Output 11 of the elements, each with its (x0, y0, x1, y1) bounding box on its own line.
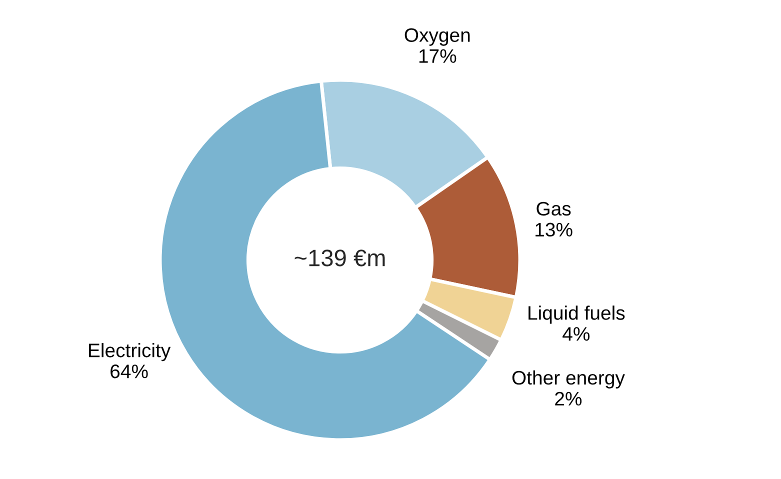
slice-label: Gas (536, 202, 571, 216)
data-label: 2% (555, 392, 582, 406)
slice-label: Liquid fuels (528, 306, 625, 324)
data-label: 64% (110, 364, 148, 378)
slice-label: Other energy (512, 370, 625, 389)
data-label: 17% (419, 49, 456, 63)
data-label: 4% (562, 327, 590, 341)
data-label: 13% (536, 222, 572, 237)
slice-label: Electricity (89, 343, 171, 362)
slice-label: Oxygen (404, 28, 470, 46)
text: ~139 €m (294, 250, 385, 266)
